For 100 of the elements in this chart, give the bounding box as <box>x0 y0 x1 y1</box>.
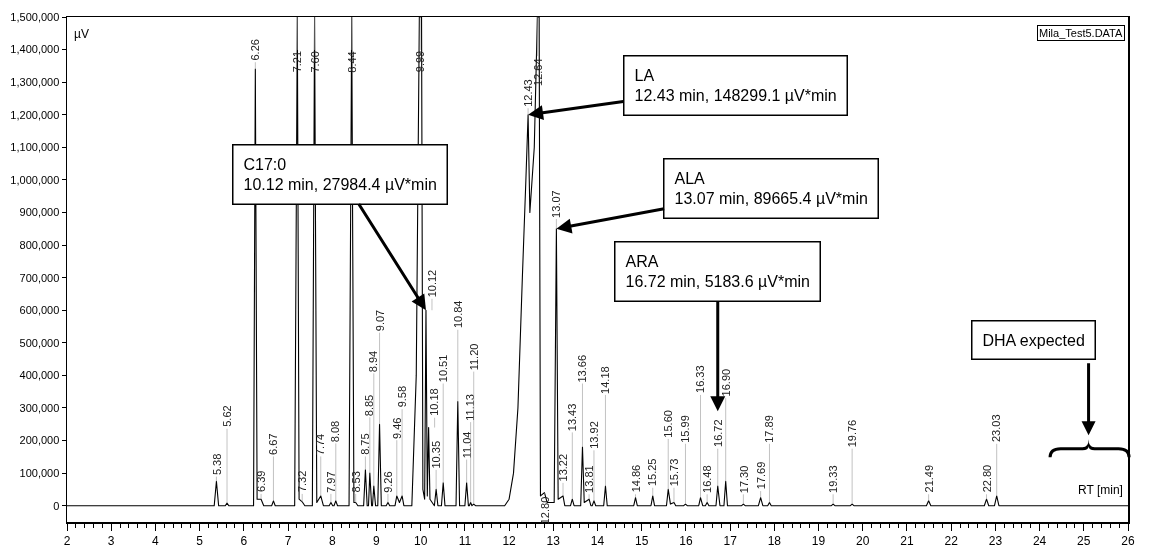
y-tick-label: 1,500,000 <box>10 10 60 23</box>
annotation: 5.62 <box>221 405 234 427</box>
x-tick-label: 24 <box>1032 533 1047 548</box>
y-tick-label: 900,000 <box>19 206 60 219</box>
annotation: 8.94 <box>367 350 380 373</box>
y-tick-label: 1,100,000 <box>10 141 60 154</box>
annotation: 8.85 <box>363 394 376 417</box>
annotation: Mila_Test5.DATA <box>1039 27 1123 39</box>
annotation: 6.67 <box>267 433 280 455</box>
x-axis-title: RT [min] <box>1078 483 1123 497</box>
annotation: 22.80 <box>980 464 993 493</box>
y-tick-label: 200,000 <box>19 434 60 447</box>
x-tick-label: 3 <box>107 533 115 548</box>
annotation: 10.51 <box>437 354 450 383</box>
annotation: 13.92 <box>588 421 601 449</box>
annotation: 7.21 <box>291 50 304 73</box>
annotation: 16.33 <box>694 365 707 393</box>
annotation: 7.74 <box>314 433 327 456</box>
annotation: 15.25 <box>646 458 659 487</box>
annotation: 17.89 <box>763 415 776 443</box>
annotation: 16.90 <box>720 368 733 397</box>
x-tick-label: 9 <box>373 533 381 548</box>
annotation: 11.04 <box>461 431 474 459</box>
y-tick-label: 1,000,000 <box>10 173 60 186</box>
x-tick-label: 5 <box>196 533 204 548</box>
y-tick-label: 100,000 <box>19 466 60 479</box>
annotation: 13.22 <box>556 453 569 482</box>
annotation: 8.53 <box>349 471 362 493</box>
annotation: 11.13 <box>464 394 477 421</box>
x-tick-label: 2 <box>63 533 71 548</box>
x-tick-label: 12 <box>502 533 517 548</box>
annotation: 9.26 <box>382 471 395 493</box>
annotation: 13.66 <box>576 354 589 383</box>
annotation: 10.12 <box>425 269 438 298</box>
annotation: 14.18 <box>599 366 612 394</box>
annotation: 10.18 <box>428 388 441 416</box>
annotation: 9.58 <box>395 385 408 408</box>
annotation: 23.03 <box>990 414 1003 443</box>
annotation: 9.99 <box>414 50 427 73</box>
annotation: 16.48 <box>701 465 714 493</box>
x-tick-label: 22 <box>944 533 959 548</box>
annotation: 8.08 <box>329 420 342 443</box>
x-tick-label: 11 <box>458 533 472 548</box>
y-tick-label: 700,000 <box>19 271 60 284</box>
annotation: 16.72 <box>711 419 724 447</box>
annotation: 17.69 <box>755 461 768 490</box>
x-tick-label: 8 <box>328 533 336 548</box>
annotation: 15.99 <box>679 415 692 443</box>
y-tick-label: 1,200,000 <box>10 108 60 121</box>
x-tick-label: 21 <box>900 533 914 548</box>
annotation: 19.33 <box>827 465 840 493</box>
x-tick-label: 16 <box>679 533 693 548</box>
y-tick-label: 0 <box>53 499 60 512</box>
y-tick-label: 1,300,000 <box>10 76 60 89</box>
x-tick-label: 23 <box>988 533 1003 548</box>
x-tick-label: 17 <box>723 533 738 548</box>
annotation: C17:0 10.12 min, 27984.4 µV*min <box>243 155 437 194</box>
annotation: 7.97 <box>325 471 338 493</box>
annotation: DHA expected <box>982 331 1085 349</box>
annotation: 6.26 <box>249 39 262 61</box>
annotation: 13.43 <box>566 403 579 432</box>
annotation: 5.38 <box>210 453 223 476</box>
annotation: 8.44 <box>345 51 358 73</box>
y-tick-label: 600,000 <box>19 304 60 317</box>
annotation: ALA 13.07 min, 89665.4 µV*min <box>674 169 868 208</box>
x-tick-label: 4 <box>152 533 160 548</box>
x-tick-label: 18 <box>767 533 782 548</box>
annotation: 17.30 <box>737 465 750 494</box>
annotation: 10.35 <box>429 440 442 469</box>
x-tick-label: 26 <box>1121 533 1135 548</box>
annotation: 7.32 <box>296 470 309 493</box>
annotation: 10.84 <box>451 300 464 329</box>
annotation: 13.07 <box>549 190 562 218</box>
annotation: 11.20 <box>468 343 481 371</box>
annotation: 15.60 <box>661 410 674 438</box>
x-tick-label: 20 <box>856 533 870 548</box>
x-tick-label: 14 <box>590 533 605 548</box>
y-tick-label: 800,000 <box>19 238 60 251</box>
annotation: LA 12.43 min, 148299.1 µV*min <box>634 66 837 105</box>
x-tick-label: 25 <box>1077 533 1091 548</box>
y-tick-label: 400,000 <box>19 369 60 382</box>
x-tick-label: 7 <box>284 533 292 548</box>
annotation: 9.46 <box>390 417 403 439</box>
annotation: 15.73 <box>667 458 680 487</box>
x-tick-label: 15 <box>635 533 649 548</box>
annotation: ARA 16.72 min, 5183.6 µV*min <box>625 252 810 291</box>
annotation: 19.76 <box>845 419 858 448</box>
x-tick-label: 6 <box>240 533 248 548</box>
x-tick-label: 19 <box>811 533 826 548</box>
y-tick-label: 300,000 <box>19 401 60 414</box>
annotation: 8.75 <box>358 433 371 455</box>
y-axis-title: µV <box>74 27 89 41</box>
y-tick-label: 1,400,000 <box>10 43 60 56</box>
x-tick-label: 13 <box>546 533 561 548</box>
annotation: 14.86 <box>629 464 642 493</box>
annotation: 7.60 <box>308 51 321 73</box>
annotation: 12.80 <box>538 496 551 525</box>
annotation: 9.07 <box>373 309 386 332</box>
y-tick-label: 500,000 <box>19 336 60 349</box>
annotation: 6.39 <box>255 470 268 492</box>
